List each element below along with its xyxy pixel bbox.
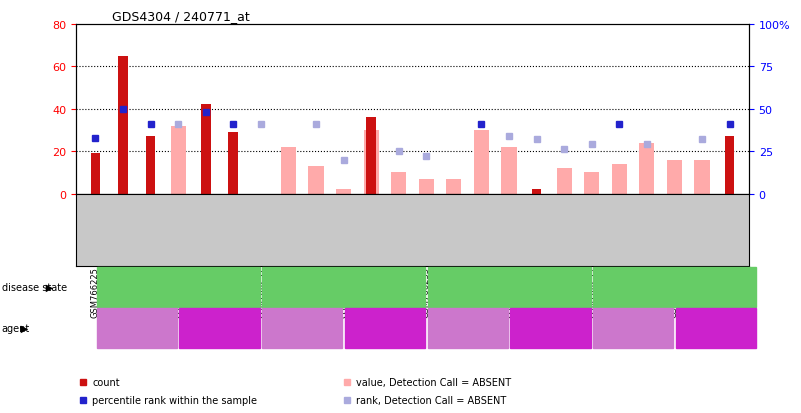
Bar — [281, 147, 296, 194]
Text: count: count — [92, 377, 119, 387]
Bar — [201, 105, 211, 194]
Text: value, Detection Call = ABSENT: value, Detection Call = ABSENT — [356, 377, 512, 387]
Text: untreated: untreated — [444, 323, 492, 333]
Bar — [228, 133, 238, 194]
Bar — [364, 131, 379, 194]
Bar — [446, 179, 461, 194]
Text: AML FAB class M4: AML FAB class M4 — [465, 282, 553, 292]
Text: GDS4304 / 240771_at: GDS4304 / 240771_at — [112, 10, 250, 23]
Bar — [308, 166, 324, 194]
Bar — [366, 118, 376, 194]
Text: rank, Detection Call = ABSENT: rank, Detection Call = ABSENT — [356, 395, 507, 405]
Bar — [119, 57, 128, 194]
Bar — [171, 126, 186, 194]
Bar — [336, 190, 351, 194]
Text: AML FAB class M1: AML FAB class M1 — [135, 282, 222, 292]
Bar — [501, 147, 517, 194]
Text: untreated: untreated — [609, 323, 657, 333]
Text: disease state: disease state — [2, 282, 66, 292]
Bar — [532, 190, 541, 194]
Text: ATP: ATP — [376, 323, 394, 333]
Bar — [639, 143, 654, 194]
Bar — [694, 160, 710, 194]
Bar — [557, 169, 572, 194]
Bar — [91, 154, 100, 194]
Text: percentile rank within the sample: percentile rank within the sample — [92, 395, 257, 405]
Bar — [667, 160, 682, 194]
Text: ATP: ATP — [211, 323, 228, 333]
Bar — [419, 179, 434, 194]
Bar — [612, 164, 627, 194]
Text: AML FAB class M5: AML FAB class M5 — [631, 282, 718, 292]
Text: ▶: ▶ — [2, 282, 53, 292]
Text: AML FAB class M2: AML FAB class M2 — [300, 282, 387, 292]
Text: ATP: ATP — [541, 323, 559, 333]
Bar — [474, 131, 489, 194]
Text: agent: agent — [2, 323, 30, 333]
Bar — [725, 137, 735, 194]
Text: ▶: ▶ — [2, 323, 28, 333]
Bar — [584, 173, 599, 194]
Bar — [391, 173, 406, 194]
Bar — [146, 137, 155, 194]
Text: ATP: ATP — [707, 323, 725, 333]
Text: untreated: untreated — [278, 323, 326, 333]
Text: untreated: untreated — [113, 323, 161, 333]
